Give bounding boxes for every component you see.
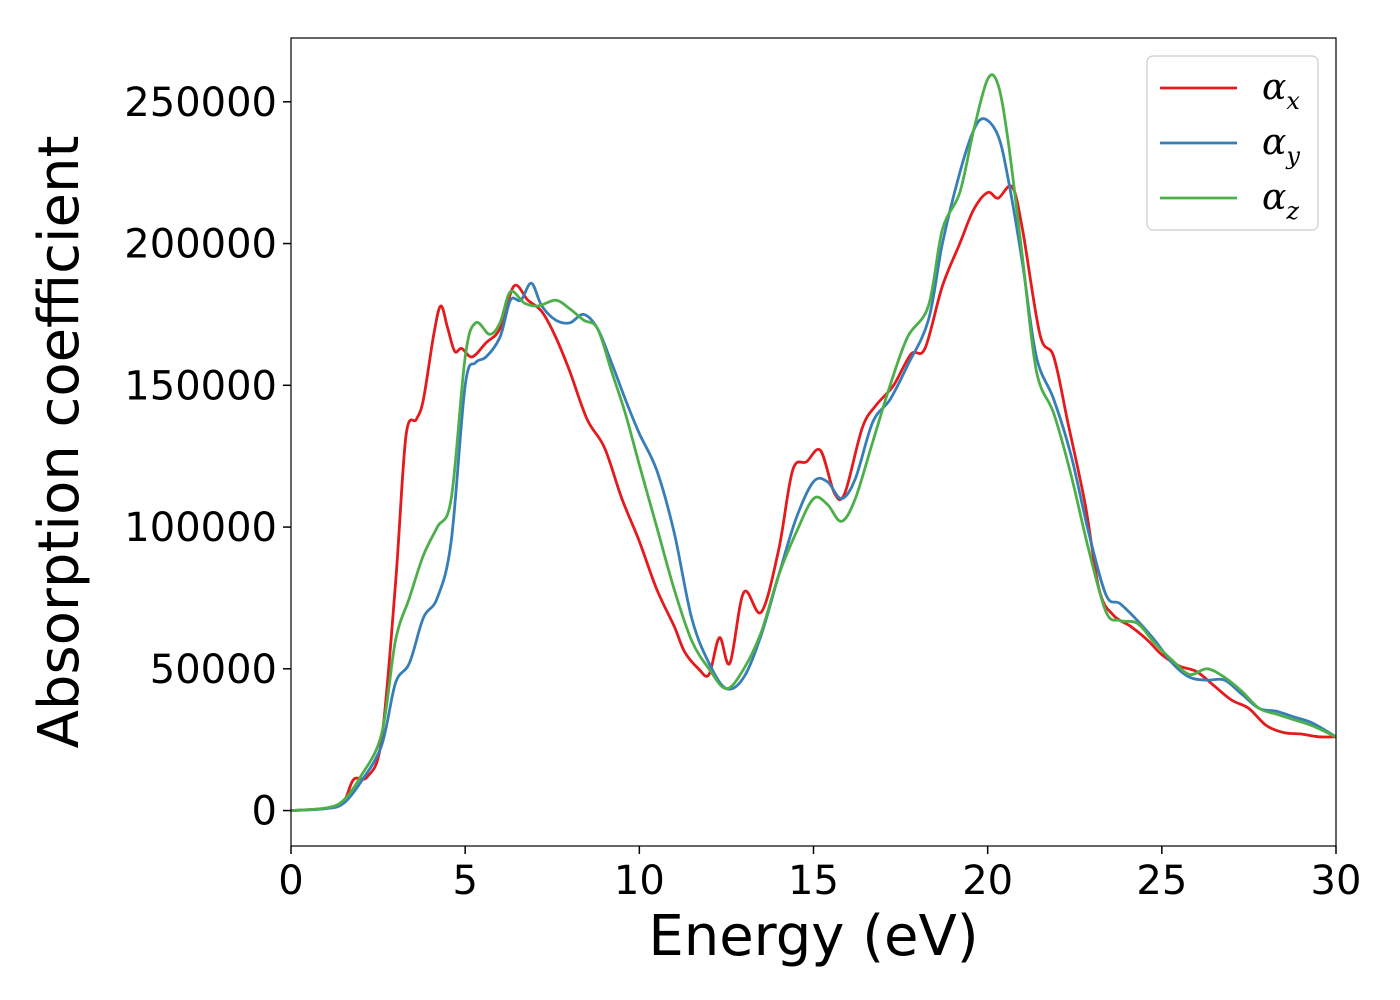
y-tick-label: 150000: [124, 363, 277, 409]
x-tick-label: 25: [1136, 858, 1187, 904]
x-axis-title: Energy (eV): [648, 904, 978, 969]
legend: αx αy αz: [1146, 55, 1319, 231]
x-tick-label: 0: [278, 858, 303, 904]
x-tick-label: 30: [1311, 858, 1362, 904]
legend-label-x: αx: [1262, 67, 1300, 115]
y-axis-ticks: 0 50000 100000 150000 200000 250000: [124, 80, 291, 835]
x-axis-ticks: 0 5 10 15 20 25 30: [278, 846, 1361, 904]
y-tick-label: 50000: [150, 647, 277, 693]
legend-label-y: αy: [1262, 122, 1300, 170]
x-tick-label: 5: [452, 858, 477, 904]
y-tick-label: 100000: [124, 505, 277, 551]
plot-lines: [291, 73, 1336, 812]
x-tick-label: 15: [788, 858, 839, 904]
x-tick-label: 10: [614, 858, 665, 904]
y-tick-label: 0: [252, 789, 277, 835]
y-tick-label: 200000: [124, 222, 277, 268]
series-line-z: [291, 73, 1336, 812]
y-tick-label: 250000: [124, 80, 277, 126]
y-axis-title: Absorption coefficient: [27, 136, 92, 749]
x-tick-label: 20: [962, 858, 1013, 904]
series-line-y: [291, 117, 1336, 812]
legend-label-z: αz: [1262, 177, 1299, 225]
